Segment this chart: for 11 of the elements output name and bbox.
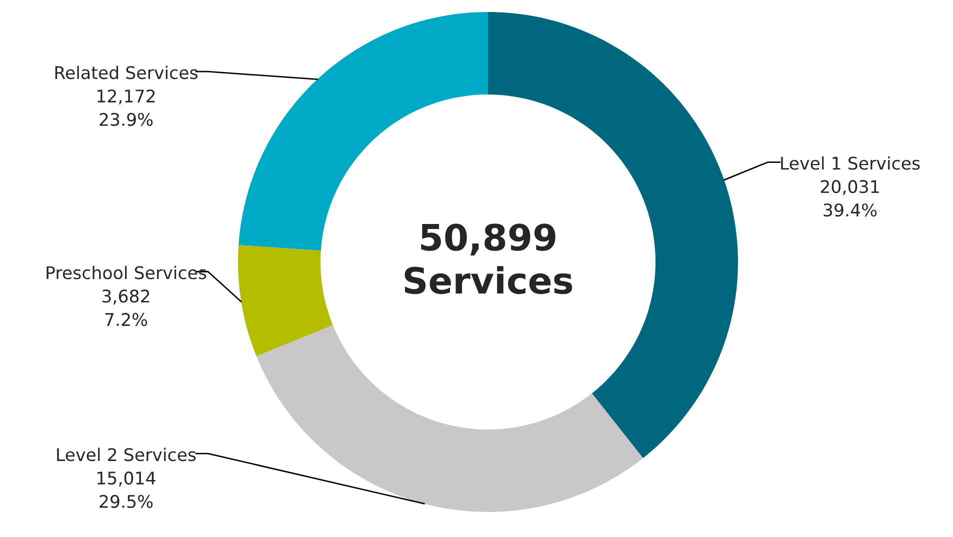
- data-label: 3,682 7.2%: [102, 290, 150, 326]
- donut-slice: [256, 325, 644, 512]
- slice-label: Level 2 Services: [57, 448, 196, 462]
- data-label: 12,172 23.9%: [98, 89, 155, 126]
- donut-slice: [238, 244, 333, 356]
- data-label: 20,031 39.4%: [820, 180, 879, 217]
- slice-label: Level 1 Services: [781, 156, 920, 170]
- slice-label: Related Services: [55, 66, 198, 80]
- text: 50,899 Services: [404, 224, 572, 294]
- slice-label: Preschool Services: [46, 266, 206, 280]
- data-label: 15,014 29.5%: [98, 471, 156, 508]
